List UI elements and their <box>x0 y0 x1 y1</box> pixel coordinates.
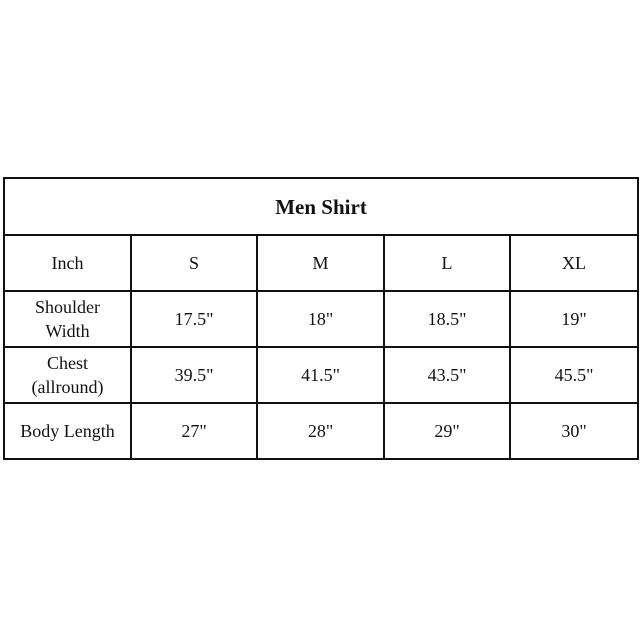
table-cell: 43.5" <box>383 346 511 404</box>
row-label: Body Length <box>3 402 132 460</box>
table-cell: 19" <box>508 290 640 348</box>
header-cell: Inch <box>3 234 132 292</box>
table-cell: 30" <box>508 402 640 460</box>
header-cell: XL <box>508 234 640 292</box>
row-label-line: Width <box>45 321 90 341</box>
table-cell: 18" <box>256 290 385 348</box>
table-row: Body Length 27" 28" 29" 30" <box>3 402 640 460</box>
header-row: Inch S M L XL <box>3 234 640 292</box>
table-row: Chest (allround) 39.5" 41.5" 43.5" 45.5" <box>3 346 640 404</box>
header-cell: S <box>130 234 258 292</box>
table-cell: 28" <box>256 402 385 460</box>
row-label-line: Shoulder <box>35 297 100 317</box>
table-cell: 39.5" <box>130 346 258 404</box>
table-cell: 45.5" <box>508 346 640 404</box>
table-cell: 18.5" <box>383 290 511 348</box>
table-title: Men Shirt <box>2 177 640 236</box>
table-row: Shoulder Width 17.5" 18" 18.5" 19" <box>3 290 640 348</box>
table-cell: 27" <box>130 402 258 460</box>
row-label-line: (allround) <box>31 377 104 397</box>
row-label: Shoulder Width <box>3 290 132 348</box>
row-label-line: Chest <box>46 353 88 373</box>
table-cell: 41.5" <box>256 346 385 404</box>
table-cell: 17.5" <box>130 290 258 348</box>
size-chart-table: Men Shirt Inch S M L XL Shoulder Width 17… <box>2 177 640 460</box>
row-label: Chest (allround) <box>3 346 132 404</box>
table-cell: 29" <box>383 402 511 460</box>
header-cell: L <box>383 234 511 292</box>
header-cell: M <box>256 234 385 292</box>
